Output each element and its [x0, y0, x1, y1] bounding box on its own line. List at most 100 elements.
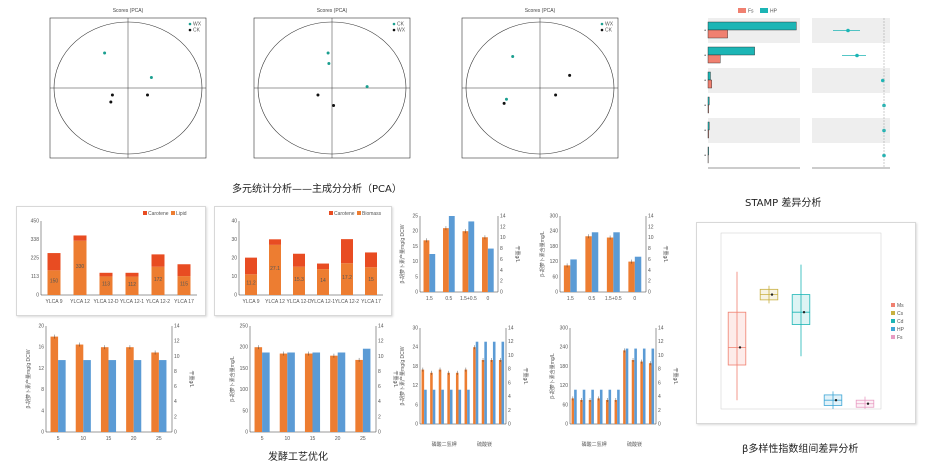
- bar-dryweight: [337, 352, 346, 432]
- x-tick-label: YLCA 12-1: [120, 299, 144, 305]
- legend-swatch: [143, 211, 147, 215]
- bar-bottom: [293, 266, 305, 295]
- x-tick-label: YLCA 9: [46, 299, 63, 305]
- x-tick-label: YLCA 17: [361, 299, 381, 305]
- y-tick-label: 6: [415, 402, 418, 408]
- pca-plot-1: Scores (PCA) WX CK: [28, 6, 216, 176]
- x-tick-label: 15: [106, 436, 112, 442]
- bar-yield: [606, 237, 614, 292]
- y-tick-label: 250: [240, 324, 249, 330]
- bar-yield: [631, 360, 635, 424]
- bar-group-b: [707, 104, 709, 114]
- y2-tick-label: 8: [508, 367, 511, 373]
- y-axis-label: β-胡萝卜素含量mg/L: [229, 356, 236, 402]
- bar-dryweight: [362, 348, 371, 432]
- y-tick-label: 10: [412, 259, 418, 265]
- data-point: [504, 97, 508, 101]
- data-label: 112: [128, 282, 136, 288]
- bar-dryweight: [582, 389, 586, 424]
- y-tick-label: 20: [412, 229, 418, 235]
- y2-axis-label: 干重g/L: [672, 368, 679, 385]
- y2-tick-label: 10: [378, 354, 384, 360]
- y-tick-label: 30: [231, 237, 237, 243]
- legend-marker: [392, 22, 396, 26]
- legend-label: Ms: [897, 303, 904, 309]
- x-tick-label: YLCA 9: [243, 299, 260, 305]
- data-label: 172: [154, 277, 163, 283]
- data-label: 14: [320, 278, 326, 284]
- data-point: [834, 399, 838, 402]
- x-tick-label: 0.5: [445, 296, 452, 302]
- bar-bottom: [269, 244, 281, 295]
- y2-axis-label: 干重g/L: [392, 371, 399, 388]
- bar-yield: [605, 400, 609, 424]
- legend-swatch: [760, 8, 768, 13]
- bar-dryweight: [617, 389, 620, 424]
- bar-yield: [490, 360, 493, 424]
- y2-tick-label: 6: [648, 257, 651, 263]
- bar-yield: [423, 240, 430, 292]
- y2-axis-label: 干重g/L: [522, 368, 529, 385]
- bar-dryweight: [642, 348, 646, 424]
- data-point: [568, 73, 572, 77]
- bar-dryweight: [591, 232, 599, 292]
- x-tick-label: 25: [156, 436, 162, 442]
- box: [727, 311, 747, 366]
- y2-tick-label: 4: [174, 399, 177, 405]
- bar-bottom: [99, 276, 113, 295]
- row-label: •: [704, 53, 706, 59]
- legend-marker: [392, 28, 396, 32]
- y2-tick-label: 14: [648, 214, 654, 220]
- y-tick-label: 60: [562, 402, 568, 408]
- data-point: [149, 76, 153, 79]
- bar-dryweight: [501, 341, 505, 424]
- chart-title: Scores (PCA): [525, 8, 556, 14]
- bar-yield: [279, 353, 288, 432]
- bar-p3: 0 4 8 12 16 20 0 2 4 6 8 10 12 14 5 10 15 20 25 β-胡萝卜素产量mg/…: [24, 318, 195, 448]
- y2-tick-label: 2: [658, 408, 661, 414]
- y2-tick-label: 10: [174, 354, 180, 360]
- plot-frame: [720, 232, 882, 410]
- ci-point: [882, 153, 886, 158]
- bar-yield: [498, 360, 502, 424]
- chart-title: Scores (PCA): [317, 8, 348, 14]
- y-tick-label: 200: [240, 345, 249, 351]
- bar-bottom: [245, 274, 257, 295]
- bar-dryweight: [487, 248, 494, 292]
- row-band: [812, 118, 890, 143]
- bar-bottom: [125, 276, 139, 295]
- bar-p1: 0 5 10 15 20 25 0 2 4 6 8 10 12 14 1.5 0.5 1.5+0.5 0 β-胡萝卜…: [398, 208, 521, 308]
- y2-tick-label: 2: [508, 408, 511, 414]
- data-label: 113: [102, 282, 110, 288]
- bar-dryweight: [570, 259, 577, 292]
- legend-swatch: [738, 8, 746, 13]
- y2-tick-label: 12: [174, 339, 180, 345]
- bar-group-a: [707, 146, 709, 156]
- bar-yield: [481, 360, 485, 424]
- bar-dryweight: [634, 348, 637, 424]
- legend-label: Carotene: [148, 211, 169, 217]
- bar-yield: [623, 350, 626, 424]
- data-point: [110, 93, 114, 97]
- bar-yield: [563, 265, 571, 292]
- legend-label: Carotene: [334, 211, 355, 217]
- data-point: [365, 85, 369, 89]
- y-tick-label: 300: [550, 214, 559, 220]
- bar-dryweight: [58, 360, 66, 432]
- y-tick-label: 150: [240, 366, 249, 372]
- legend-label: CK: [605, 28, 613, 34]
- data-point: [502, 101, 506, 105]
- bar-dryweight: [651, 348, 655, 424]
- process-caption: 发酵工艺优化: [268, 452, 328, 463]
- y-tick-label: 30: [412, 326, 418, 332]
- y2-tick-label: 2: [174, 414, 177, 420]
- data-point: [802, 311, 806, 314]
- bar-group-b: [707, 129, 709, 139]
- legend-swatch: [891, 327, 895, 331]
- y-tick-label: 180: [560, 364, 569, 370]
- bar-top: [125, 272, 139, 277]
- y2-tick-label: 12: [658, 339, 664, 345]
- y-axis-label: β-胡萝卜素产量mg/g DCW: [399, 346, 406, 405]
- x-tick-label: 20: [335, 436, 341, 442]
- bar-dryweight: [634, 256, 642, 292]
